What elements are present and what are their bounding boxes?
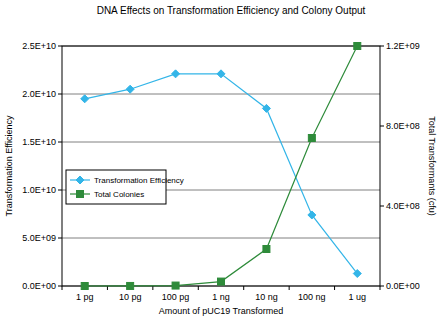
tick-label: 1 ug: [349, 292, 367, 302]
tick-label: 1.0E+10: [22, 185, 56, 195]
tick-label: 5.0E+09: [22, 233, 56, 243]
plot-frame: [62, 46, 380, 286]
tick-label: 100 pg: [162, 292, 190, 302]
tick-label: 0.0E+00: [22, 281, 56, 291]
tick: [62, 286, 63, 290]
tick: [152, 286, 153, 290]
y-axis-label: Transformation Efficiency: [4, 115, 14, 217]
tick-label: 4.0E+08: [386, 201, 420, 211]
x-axis-label: Amount of pUC19 Transformed: [159, 306, 284, 316]
data-point: [353, 270, 361, 278]
tick: [58, 286, 62, 287]
data-point: [172, 70, 180, 78]
series-line: [85, 46, 358, 286]
data-point: [126, 85, 134, 93]
tick-label: 10 ng: [255, 292, 278, 302]
legend-label: Transformation Efficiency: [94, 176, 184, 185]
data-point: [354, 43, 361, 50]
tick: [107, 286, 108, 290]
tick-label: 1 pg: [76, 292, 94, 302]
data-point: [217, 70, 225, 78]
tick: [380, 286, 384, 287]
tick: [243, 286, 244, 290]
tick: [58, 94, 62, 95]
legend-marker: [77, 191, 84, 198]
tick: [58, 46, 62, 47]
tick: [334, 286, 335, 290]
data-point: [218, 278, 225, 285]
tick: [58, 142, 62, 143]
tick: [58, 190, 62, 191]
tick: [380, 46, 384, 47]
tick-label: 2.0E+10: [22, 89, 56, 99]
tick: [198, 286, 199, 290]
data-point: [263, 246, 270, 253]
tick-label: 0.0E+00: [386, 281, 420, 291]
tick-label: 1.2E+09: [386, 41, 420, 51]
tick: [58, 238, 62, 239]
grid-line: [62, 142, 380, 143]
tick-label: 100 ng: [298, 292, 326, 302]
tick-label: 1.5E+10: [22, 137, 56, 147]
tick-label: 8.0E+08: [386, 121, 420, 131]
data-point: [308, 211, 316, 219]
grid-line: [62, 238, 380, 239]
tick-label: 2.5E+10: [22, 41, 56, 51]
data-point: [127, 282, 134, 289]
background: [0, 0, 437, 316]
plot-area: [81, 43, 362, 290]
title: DNA Effects on Transformation Efficiency…: [97, 5, 366, 16]
data-point: [81, 282, 88, 289]
tick-label: 10 pg: [119, 292, 142, 302]
y2-axis-label: Total Transformants (cfu): [427, 116, 437, 216]
tick: [289, 286, 290, 290]
data-point: [172, 282, 179, 289]
legend-label: Total Colonies: [94, 190, 144, 199]
data-point: [308, 135, 315, 142]
data-point: [81, 95, 89, 103]
tick: [380, 286, 381, 290]
legend-marker: [76, 176, 84, 184]
tick: [380, 206, 384, 207]
tick-label: 1 ng: [212, 292, 230, 302]
tick: [380, 126, 384, 127]
data-point: [262, 104, 270, 112]
chart: DNA Effects on Transformation Efficiency…: [0, 0, 437, 316]
